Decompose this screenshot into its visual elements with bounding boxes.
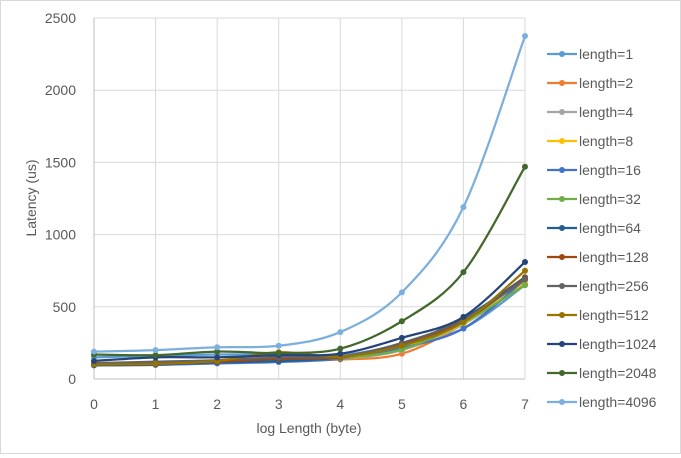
data-point	[214, 354, 221, 361]
legend-label: length=128	[579, 249, 649, 265]
legend: length=1 length=2 length=4 length=8 length=1…	[547, 46, 657, 410]
legend-marker	[559, 196, 565, 202]
x-tick-label: 0	[90, 396, 98, 412]
data-point	[398, 342, 405, 349]
data-point	[337, 329, 344, 336]
legend-entry-length-2: length=2	[547, 75, 633, 91]
data-point	[460, 325, 467, 332]
data-point	[337, 350, 344, 357]
x-tick-label: 3	[275, 396, 283, 412]
legend-entry-length-1: length=1	[547, 46, 633, 62]
legend-marker	[559, 283, 565, 289]
data-point	[522, 267, 528, 274]
legend-entry-length-8: length=8	[547, 133, 633, 149]
x-axis-title: log Length (byte)	[256, 420, 361, 436]
data-point	[460, 318, 467, 325]
y-tick-label: 500	[53, 299, 77, 315]
legend-marker	[559, 167, 565, 173]
data-point	[522, 276, 528, 283]
data-point	[398, 334, 405, 341]
x-tick-label: 4	[336, 396, 344, 412]
series-line	[93, 35, 527, 353]
data-point	[398, 289, 405, 296]
legend-label: length=512	[579, 307, 649, 323]
legend-label: length=2	[579, 75, 633, 91]
data-point	[91, 348, 97, 355]
legend-label: length=64	[579, 220, 641, 236]
legend-marker	[559, 254, 565, 260]
axes: 0 500 1000 1500 2000 2500 0 1 2 3 4 5 6 7	[45, 10, 529, 412]
data-point	[214, 344, 221, 351]
legend-marker	[559, 225, 565, 231]
x-tick-label: 5	[398, 396, 406, 412]
x-tick-label: 7	[521, 396, 529, 412]
legend-label: length=16	[579, 162, 641, 178]
legend-label: length=256	[579, 278, 649, 294]
legend-entry-length-4: length=4	[547, 104, 633, 120]
data-point	[275, 350, 282, 357]
data-point	[522, 282, 528, 289]
legend-marker	[559, 312, 565, 318]
legend-label: length=4	[579, 104, 633, 120]
data-point	[214, 348, 221, 355]
y-tick-label: 1500	[45, 154, 76, 170]
series-lines	[91, 33, 528, 369]
legend-entry-length-64: length=64	[547, 220, 641, 236]
legend-marker	[559, 80, 565, 86]
legend-entry-length-16: length=16	[547, 162, 641, 178]
x-tick-label: 1	[152, 396, 160, 412]
legend-marker	[559, 341, 565, 347]
legend-marker	[559, 51, 565, 57]
y-axis-title: Latency (us)	[23, 159, 39, 236]
legend-entry-length-2048: length=2048	[547, 365, 657, 381]
y-tick-label: 2500	[45, 10, 76, 26]
y-tick-label: 2000	[45, 82, 76, 98]
legend-label: length=1	[579, 46, 633, 62]
data-point	[398, 318, 405, 325]
data-point	[460, 204, 467, 211]
series-length-2048	[91, 163, 528, 359]
data-point	[337, 345, 344, 352]
legend-label: length=4096	[579, 394, 657, 410]
x-tick-label: 2	[213, 396, 221, 412]
legend-entry-length-512: length=512	[547, 307, 649, 323]
legend-label: length=2048	[579, 365, 657, 381]
y-tick-label: 0	[68, 371, 76, 387]
legend-marker	[559, 138, 565, 144]
x-tick-label: 6	[460, 396, 468, 412]
legend-entry-length-4096: length=4096	[547, 394, 657, 410]
data-point	[522, 259, 528, 266]
legend-entry-length-256: length=256	[547, 278, 649, 294]
data-point	[522, 163, 528, 170]
legend-label: length=1024	[579, 336, 657, 352]
series-length-4096	[91, 33, 528, 355]
legend-entry-length-1024: length=1024	[547, 336, 657, 352]
data-point	[152, 347, 159, 354]
legend-entry-length-32: length=32	[547, 191, 641, 207]
data-point	[522, 33, 528, 40]
legend-label: length=8	[579, 133, 633, 149]
series-line	[93, 166, 526, 357]
data-point	[152, 352, 159, 359]
data-point	[91, 357, 97, 364]
legend-marker	[559, 109, 565, 115]
data-point	[275, 342, 282, 349]
legend-label: length=32	[579, 191, 641, 207]
legend-marker	[559, 399, 565, 405]
data-point	[460, 313, 467, 320]
y-tick-label: 1000	[45, 227, 76, 243]
legend-entry-length-128: length=128	[547, 249, 649, 265]
data-point	[152, 360, 159, 367]
data-point	[460, 269, 467, 276]
legend-marker	[559, 370, 565, 376]
